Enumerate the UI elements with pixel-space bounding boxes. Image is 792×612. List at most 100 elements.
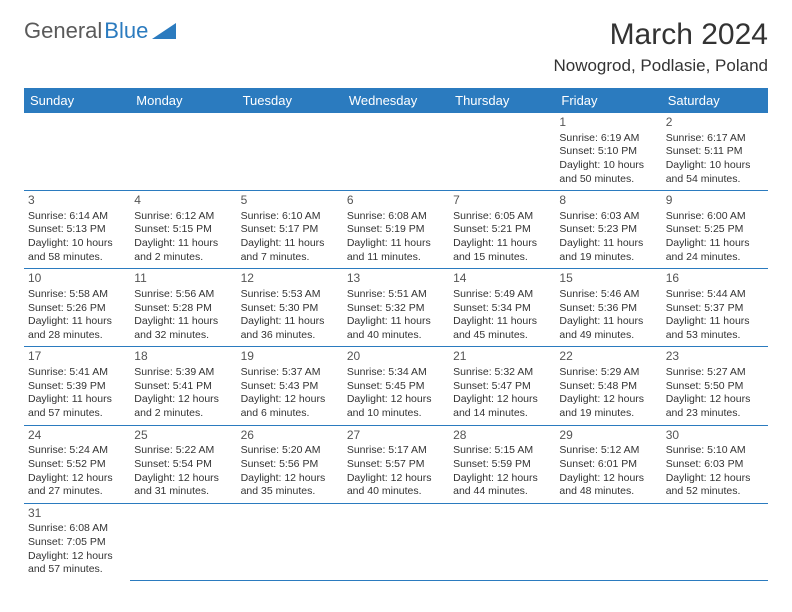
sunrise-text: Sunrise: 5:22 AM	[134, 444, 232, 458]
calendar-day-cell: 21Sunrise: 5:32 AMSunset: 5:47 PMDayligh…	[449, 347, 555, 425]
logo: General Blue	[24, 18, 176, 44]
sunrise-text: Sunrise: 6:05 AM	[453, 210, 551, 224]
day-number: 26	[241, 428, 339, 444]
day-details: Sunrise: 5:32 AMSunset: 5:47 PMDaylight:…	[453, 366, 551, 421]
day-number: 8	[559, 193, 657, 209]
day-number: 1	[559, 115, 657, 131]
day-details: Sunrise: 5:37 AMSunset: 5:43 PMDaylight:…	[241, 366, 339, 421]
day-header: Friday	[555, 88, 661, 113]
daylight-text: Daylight: 12 hours and 52 minutes.	[666, 472, 764, 499]
sunset-text: Sunset: 5:45 PM	[347, 380, 445, 394]
daylight-text: Daylight: 11 hours and 32 minutes.	[134, 315, 232, 342]
calendar-day-cell: 8Sunrise: 6:03 AMSunset: 5:23 PMDaylight…	[555, 191, 661, 269]
day-details: Sunrise: 5:44 AMSunset: 5:37 PMDaylight:…	[666, 288, 764, 343]
logo-text-blue: Blue	[104, 18, 148, 44]
daylight-text: Daylight: 11 hours and 24 minutes.	[666, 237, 764, 264]
calendar-day-cell: 16Sunrise: 5:44 AMSunset: 5:37 PMDayligh…	[662, 269, 768, 347]
daylight-text: Daylight: 11 hours and 2 minutes.	[134, 237, 232, 264]
sunset-text: Sunset: 5:26 PM	[28, 302, 126, 316]
daylight-text: Daylight: 11 hours and 57 minutes.	[28, 393, 126, 420]
day-number: 9	[666, 193, 764, 209]
sunset-text: Sunset: 5:34 PM	[453, 302, 551, 316]
calendar-empty-cell	[449, 113, 555, 191]
day-header-row: SundayMondayTuesdayWednesdayThursdayFrid…	[24, 88, 768, 113]
day-details: Sunrise: 5:58 AMSunset: 5:26 PMDaylight:…	[28, 288, 126, 343]
sunset-text: Sunset: 5:43 PM	[241, 380, 339, 394]
sunset-text: Sunset: 5:57 PM	[347, 458, 445, 472]
daylight-text: Daylight: 12 hours and 2 minutes.	[134, 393, 232, 420]
day-details: Sunrise: 6:10 AMSunset: 5:17 PMDaylight:…	[241, 210, 339, 265]
sunset-text: Sunset: 5:10 PM	[559, 145, 657, 159]
sunrise-text: Sunrise: 5:46 AM	[559, 288, 657, 302]
sunrise-text: Sunrise: 5:15 AM	[453, 444, 551, 458]
day-details: Sunrise: 5:17 AMSunset: 5:57 PMDaylight:…	[347, 444, 445, 499]
day-number: 6	[347, 193, 445, 209]
sunset-text: Sunset: 5:36 PM	[559, 302, 657, 316]
daylight-text: Daylight: 12 hours and 19 minutes.	[559, 393, 657, 420]
header: General Blue March 2024 Nowogrod, Podlas…	[24, 18, 768, 76]
daylight-text: Daylight: 12 hours and 48 minutes.	[559, 472, 657, 499]
sunrise-text: Sunrise: 6:08 AM	[28, 522, 126, 536]
sunset-text: Sunset: 5:47 PM	[453, 380, 551, 394]
calendar-day-cell: 20Sunrise: 5:34 AMSunset: 5:45 PMDayligh…	[343, 347, 449, 425]
calendar-body: 1Sunrise: 6:19 AMSunset: 5:10 PMDaylight…	[24, 113, 768, 581]
calendar-week: 31Sunrise: 6:08 AMSunset: 7:05 PMDayligh…	[24, 503, 768, 581]
calendar-empty-cell	[237, 503, 343, 581]
day-details: Sunrise: 5:24 AMSunset: 5:52 PMDaylight:…	[28, 444, 126, 499]
calendar-week: 3Sunrise: 6:14 AMSunset: 5:13 PMDaylight…	[24, 191, 768, 269]
day-details: Sunrise: 5:53 AMSunset: 5:30 PMDaylight:…	[241, 288, 339, 343]
daylight-text: Daylight: 12 hours and 10 minutes.	[347, 393, 445, 420]
sunrise-text: Sunrise: 5:29 AM	[559, 366, 657, 380]
daylight-text: Daylight: 11 hours and 49 minutes.	[559, 315, 657, 342]
sunset-text: Sunset: 5:17 PM	[241, 223, 339, 237]
daylight-text: Daylight: 12 hours and 23 minutes.	[666, 393, 764, 420]
sunset-text: Sunset: 5:39 PM	[28, 380, 126, 394]
sunset-text: Sunset: 5:19 PM	[347, 223, 445, 237]
sunrise-text: Sunrise: 6:08 AM	[347, 210, 445, 224]
calendar-week: 10Sunrise: 5:58 AMSunset: 5:26 PMDayligh…	[24, 269, 768, 347]
calendar-empty-cell	[555, 503, 661, 581]
day-number: 22	[559, 349, 657, 365]
day-details: Sunrise: 5:20 AMSunset: 5:56 PMDaylight:…	[241, 444, 339, 499]
daylight-text: Daylight: 12 hours and 31 minutes.	[134, 472, 232, 499]
day-details: Sunrise: 6:08 AMSunset: 5:19 PMDaylight:…	[347, 210, 445, 265]
day-details: Sunrise: 6:03 AMSunset: 5:23 PMDaylight:…	[559, 210, 657, 265]
calendar-day-cell: 12Sunrise: 5:53 AMSunset: 5:30 PMDayligh…	[237, 269, 343, 347]
day-number: 25	[134, 428, 232, 444]
day-details: Sunrise: 5:49 AMSunset: 5:34 PMDaylight:…	[453, 288, 551, 343]
calendar-empty-cell	[130, 113, 236, 191]
day-details: Sunrise: 6:14 AMSunset: 5:13 PMDaylight:…	[28, 210, 126, 265]
day-details: Sunrise: 5:27 AMSunset: 5:50 PMDaylight:…	[666, 366, 764, 421]
day-number: 2	[666, 115, 764, 131]
day-number: 29	[559, 428, 657, 444]
calendar-day-cell: 13Sunrise: 5:51 AMSunset: 5:32 PMDayligh…	[343, 269, 449, 347]
logo-text-general: General	[24, 18, 102, 44]
calendar-day-cell: 11Sunrise: 5:56 AMSunset: 5:28 PMDayligh…	[130, 269, 236, 347]
day-number: 18	[134, 349, 232, 365]
calendar-day-cell: 27Sunrise: 5:17 AMSunset: 5:57 PMDayligh…	[343, 425, 449, 503]
day-number: 16	[666, 271, 764, 287]
day-details: Sunrise: 6:19 AMSunset: 5:10 PMDaylight:…	[559, 132, 657, 187]
calendar-head: SundayMondayTuesdayWednesdayThursdayFrid…	[24, 88, 768, 113]
sunset-text: Sunset: 5:30 PM	[241, 302, 339, 316]
day-details: Sunrise: 6:08 AMSunset: 7:05 PMDaylight:…	[28, 522, 126, 577]
sunset-text: Sunset: 7:05 PM	[28, 536, 126, 550]
sunrise-text: Sunrise: 5:20 AM	[241, 444, 339, 458]
day-details: Sunrise: 6:05 AMSunset: 5:21 PMDaylight:…	[453, 210, 551, 265]
day-details: Sunrise: 5:46 AMSunset: 5:36 PMDaylight:…	[559, 288, 657, 343]
calendar-day-cell: 1Sunrise: 6:19 AMSunset: 5:10 PMDaylight…	[555, 113, 661, 191]
calendar-day-cell: 17Sunrise: 5:41 AMSunset: 5:39 PMDayligh…	[24, 347, 130, 425]
sunset-text: Sunset: 5:25 PM	[666, 223, 764, 237]
sunrise-text: Sunrise: 5:41 AM	[28, 366, 126, 380]
day-number: 19	[241, 349, 339, 365]
sunset-text: Sunset: 5:15 PM	[134, 223, 232, 237]
daylight-text: Daylight: 11 hours and 19 minutes.	[559, 237, 657, 264]
daylight-text: Daylight: 10 hours and 54 minutes.	[666, 159, 764, 186]
calendar-day-cell: 4Sunrise: 6:12 AMSunset: 5:15 PMDaylight…	[130, 191, 236, 269]
day-number: 27	[347, 428, 445, 444]
sunrise-text: Sunrise: 6:12 AM	[134, 210, 232, 224]
sunrise-text: Sunrise: 6:03 AM	[559, 210, 657, 224]
day-number: 28	[453, 428, 551, 444]
day-number: 13	[347, 271, 445, 287]
sunrise-text: Sunrise: 5:10 AM	[666, 444, 764, 458]
